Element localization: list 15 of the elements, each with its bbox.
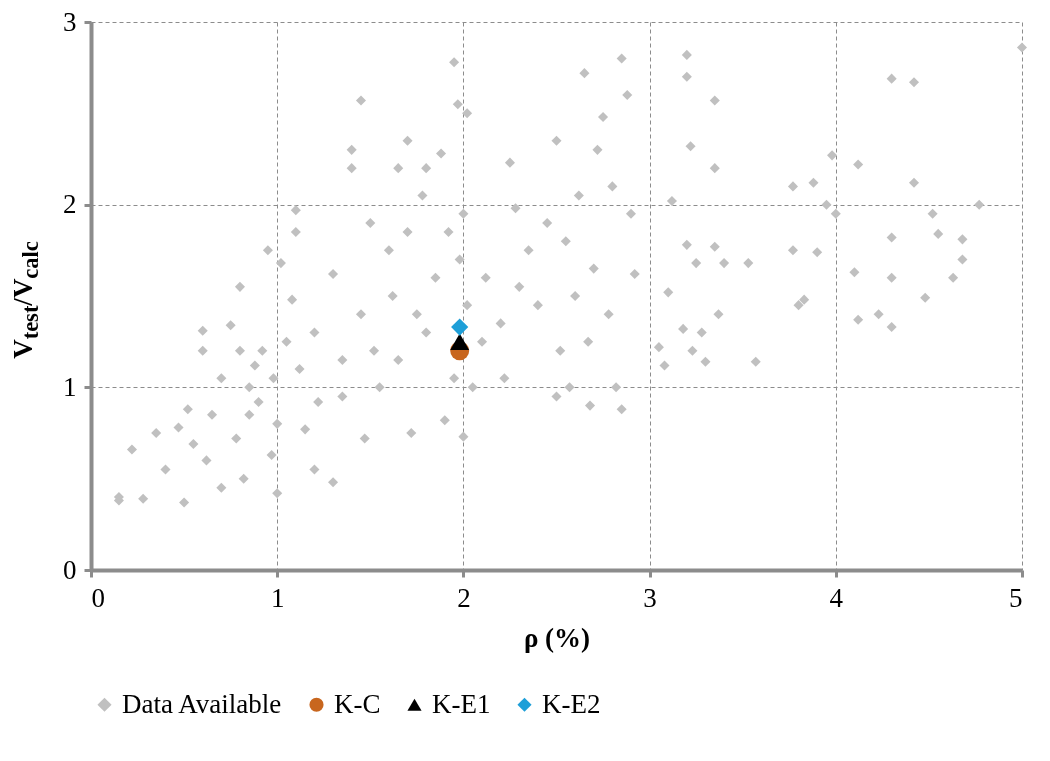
x-tick-label: 4 bbox=[829, 582, 844, 613]
y-tick-label: 0 bbox=[63, 554, 77, 585]
x-tick-label: 5 bbox=[1009, 582, 1023, 613]
y-tick-label: 1 bbox=[63, 371, 77, 402]
legend-label: Data Available bbox=[122, 688, 282, 719]
x-tick-label: 3 bbox=[643, 582, 657, 613]
legend-label: K-E1 bbox=[432, 688, 491, 719]
legend-label: K-C bbox=[334, 688, 381, 719]
y-tick-label: 2 bbox=[63, 189, 77, 220]
x-tick-label: 2 bbox=[457, 582, 471, 613]
legend-label: K-E2 bbox=[542, 688, 601, 719]
x-tick-label: 0 bbox=[91, 582, 105, 613]
x-axis-title: ρ (%) bbox=[523, 622, 591, 653]
x-tick-label: 1 bbox=[270, 582, 285, 613]
y-tick-label: 3 bbox=[63, 6, 77, 37]
